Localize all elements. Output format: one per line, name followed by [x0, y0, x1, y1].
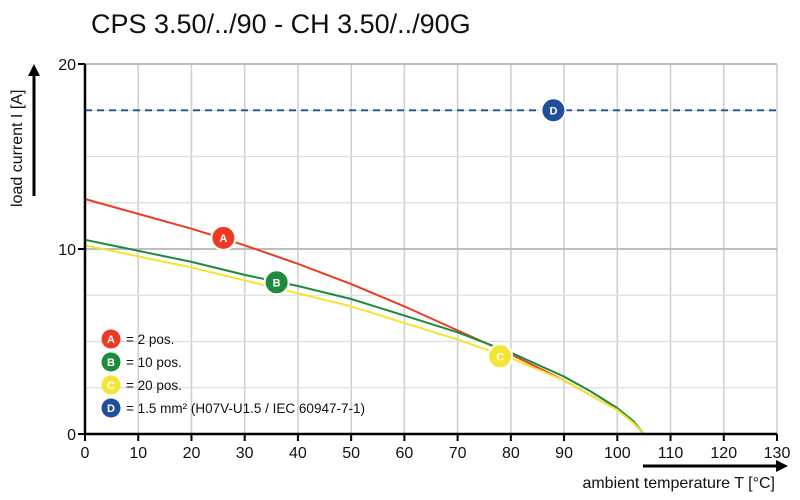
series-marker-a [210, 224, 237, 251]
y-tick-label: 0 [67, 427, 76, 444]
y-tick-label: 10 [58, 242, 76, 259]
series-line-a [84, 198, 645, 435]
x-tick-label: 100 [604, 445, 631, 462]
grid-layer [85, 63, 778, 434]
series-marker-c [487, 343, 514, 370]
legend-marker-label: B [107, 357, 115, 369]
x-axis-label: ambient temperature T [°C] [582, 475, 775, 492]
series-line-b [84, 238, 645, 435]
x-tick-label: 120 [710, 445, 737, 462]
x-tick-label: 90 [555, 445, 573, 462]
legend-entry-d: = 1.5 mm² (H07V-U1.5 / IEC 60947-7-1) [126, 401, 365, 416]
series-line-c [84, 244, 645, 435]
x-tick-label: 60 [395, 445, 413, 462]
legend-marker-label: D [107, 403, 115, 415]
x-tick-label: 130 [764, 445, 791, 462]
x-tick-label: 50 [342, 445, 360, 462]
x-axis-arrowhead [776, 460, 788, 472]
y-tick-label: 20 [58, 57, 76, 74]
x-tick-label: 110 [658, 445, 684, 462]
x-tick-label: 30 [236, 445, 254, 462]
legend-layer: A = 2 pos. B = 10 pos. C = 20 pos. D = 1.5 mm² … [101, 329, 365, 418]
series-marker-d [540, 97, 567, 124]
legend-entry-c: = 20 pos. [126, 378, 182, 393]
legend-marker-c [101, 375, 121, 395]
legend-marker-d [101, 398, 121, 418]
legend-marker-label: C [107, 380, 115, 392]
axis-layer: 0 10 20 30 40 50 60 70 80 90 100 110 120 130 0 10 20 [28, 57, 790, 472]
x-tick-label: 0 [81, 445, 90, 462]
legend-marker-a [101, 329, 121, 349]
x-tick-label: 40 [289, 445, 307, 462]
series-marker-label: B [273, 277, 281, 289]
series-marker-b [263, 269, 290, 296]
legend-marker-label: A [107, 334, 115, 346]
x-tick-label: 20 [183, 445, 201, 462]
x-tick-label: 80 [502, 445, 520, 462]
legend-marker-b [101, 352, 121, 372]
series-marker-label: C [496, 351, 504, 363]
legend-entry-b: = 10 pos. [126, 355, 182, 370]
y-axis-arrowhead [28, 64, 40, 76]
chart-title: CPS 3.50/../90 - CH 3.50/../90G [91, 9, 471, 39]
x-tick-label: 10 [129, 445, 147, 462]
series-marker-label: D [549, 105, 557, 117]
y-axis-label: load current I [A] [9, 90, 26, 207]
x-tick-label: 70 [449, 445, 467, 462]
series-marker-label: A [219, 233, 227, 245]
legend-entry-a: = 2 pos. [126, 332, 174, 347]
